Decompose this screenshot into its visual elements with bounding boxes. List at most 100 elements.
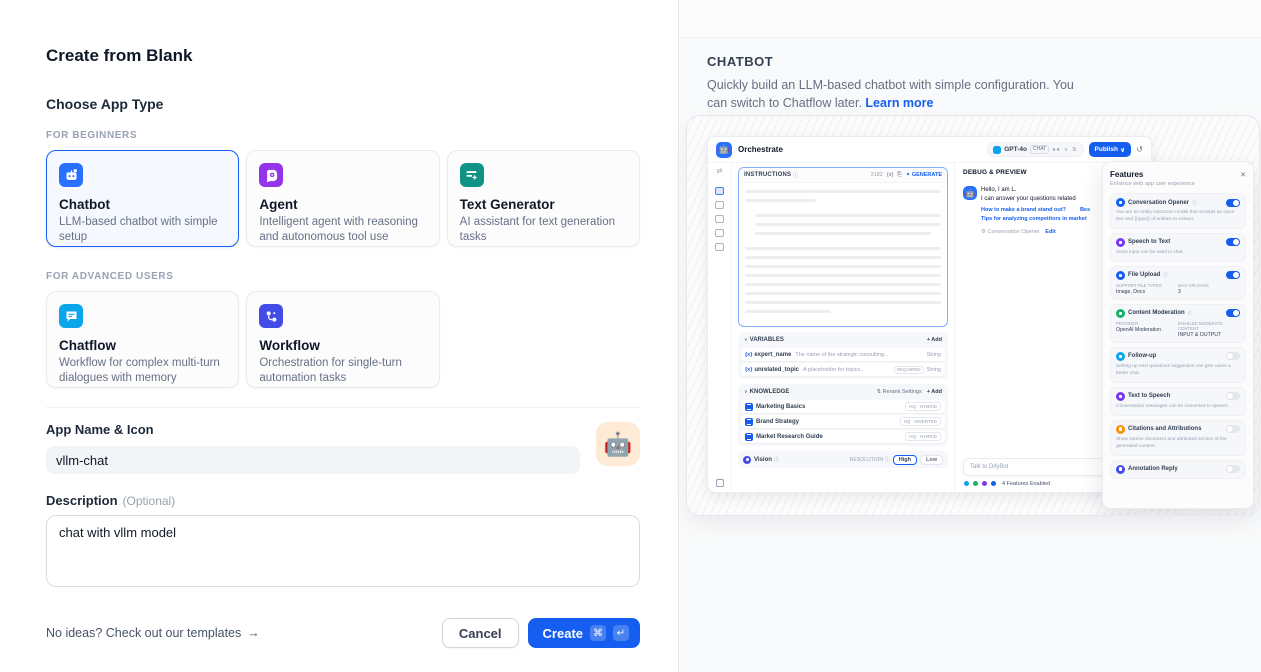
app-name-input[interactable] xyxy=(46,446,580,474)
app-type-name: Agent xyxy=(259,197,298,212)
add-variable-button: + Add xyxy=(926,337,942,343)
greeting-line: Hello, I am L. xyxy=(981,187,1017,193)
cancel-button[interactable]: Cancel xyxy=(441,618,519,648)
app-type-card-chatbot[interactable]: Chatbot LLM-based chatbot with simple se… xyxy=(46,150,240,247)
toggle-content-moderation xyxy=(1226,309,1240,318)
logs-nav-icon xyxy=(715,215,724,223)
chat-input: Talk to DifyBot xyxy=(963,458,1143,476)
instructions-panel: INSTRUCTIONS ⓘ 2182 {x} ⎘ ✦ GENERATE xyxy=(738,167,948,327)
choose-app-type-heading: Choose App Type xyxy=(46,96,164,112)
preview-topbar: 🤖 Orchestrate GPT-4o CHAT ●● ∨ ⇅ Publish… xyxy=(708,137,1151,163)
app-type-card-chatflow[interactable]: Chatflow Workflow for complex multi-turn… xyxy=(46,291,240,388)
document-icon xyxy=(745,432,753,441)
app-type-heading: CHATBOT xyxy=(707,54,774,69)
variable-row: {x} expert_name The name of the strategi… xyxy=(741,348,945,361)
description-label: Description xyxy=(46,493,118,508)
swap-icon: ⇄ xyxy=(716,168,723,175)
model-options-icons: ●● xyxy=(1052,146,1061,153)
app-type-card-workflow[interactable]: Workflow Orchestration for single-turn a… xyxy=(246,291,440,388)
feature-item-citations: Citations and Attributions Show source d… xyxy=(1110,419,1246,456)
toggle-speech-to-text xyxy=(1226,238,1240,247)
app-icon-picker[interactable]: 🤖 xyxy=(596,422,640,466)
required-badge: REQUIRED xyxy=(893,365,924,374)
instructions-skeleton xyxy=(739,183,947,326)
edit-link: Edit xyxy=(1045,229,1056,235)
variables-section: ∨ VARIABLES + Add {x} expert_name The na… xyxy=(738,332,948,379)
chevron-down-icon: ∨ xyxy=(1120,146,1126,154)
feature-item-content-moderation: Content Moderation ⓘ PROVIDER OpenAI Mode… xyxy=(1110,303,1246,343)
preview-mini-window: 🤖 Orchestrate GPT-4o CHAT ●● ∨ ⇅ Publish… xyxy=(707,136,1152,493)
app-type-desc: Workflow for complex multi-turn dialogue… xyxy=(59,357,220,384)
conversation-opener-label: Conversation Opener xyxy=(987,229,1040,235)
content-moderation-icon xyxy=(1116,308,1125,318)
app-name-row: App Name & Icon 🤖 xyxy=(46,422,640,474)
resolution-high-button: High xyxy=(892,454,917,465)
app-type-name: Text Generator xyxy=(459,197,555,212)
dialog-footer: No ideas? Check out our templates → Canc… xyxy=(46,618,640,648)
create-button[interactable]: Create ⌘ ↵ xyxy=(527,618,640,648)
app-type-name: Chatbot xyxy=(59,197,110,212)
app-type-desc: Orchestration for single-turn automation… xyxy=(259,357,402,384)
features-enabled-count: 4 Features Enabled xyxy=(1002,480,1051,487)
features-panel: Features ✕ Enhance web app user experien… xyxy=(1102,161,1254,509)
generate-button: ✦ GENERATE xyxy=(905,172,942,178)
greeting-line: I can answer your questions related xyxy=(981,196,1076,202)
app-type-card-text-generator[interactable]: Text Generator AI assistant for text gen… xyxy=(446,150,640,247)
document-icon xyxy=(745,417,753,426)
for-beginners-label: FOR BEGINNERS xyxy=(46,130,138,141)
gear-icon: ⚙ xyxy=(981,229,986,235)
speech-to-text-icon xyxy=(1116,237,1125,247)
toggle-conversation-opener xyxy=(1226,198,1240,207)
document-icon xyxy=(745,402,753,411)
learn-more-link[interactable]: Learn more xyxy=(865,96,934,111)
app-type-name: Chatflow xyxy=(59,338,116,353)
beginner-app-type-cards: Chatbot LLM-based chatbot with simple se… xyxy=(46,150,640,247)
chatbot-preview-image: 🤖 Orchestrate GPT-4o CHAT ●● ∨ ⇅ Publish… xyxy=(686,115,1260,516)
chatbot-icon xyxy=(59,163,83,187)
preview-publish-button: Publish ∨ xyxy=(1088,142,1132,157)
debug-preview-column: DEBUG & PREVIEW 🤖 Hello, I am L. I can a… xyxy=(954,163,1151,492)
app-type-card-agent[interactable]: Agent Intelligent agent with reasoning a… xyxy=(246,150,440,247)
arrow-right-icon: → xyxy=(247,626,260,640)
for-advanced-users-label: FOR ADVANCED USERS xyxy=(46,271,174,282)
feature-item-speech-to-text: Speech to Text Voice input can be used i… xyxy=(1110,232,1246,262)
file-upload-icon xyxy=(1116,270,1125,280)
close-icon: ✕ xyxy=(1240,171,1246,179)
info-icon: ⓘ xyxy=(793,172,799,179)
app-type-desc: AI assistant for text generation tasks xyxy=(459,216,615,243)
enter-key-icon: ↵ xyxy=(613,625,629,641)
feature-dot-moderation xyxy=(972,480,979,487)
vision-icon xyxy=(743,455,751,464)
suggestion-link: How to make a brand stand out? Bes xyxy=(981,207,1091,213)
toggle-text-to-speech xyxy=(1226,392,1240,401)
feature-item-annotation-reply: Annotation Reply xyxy=(1110,459,1246,479)
history-icon: ↺ xyxy=(1136,145,1143,154)
follow-up-icon xyxy=(1116,351,1125,361)
preview-app-title: Orchestrate xyxy=(738,145,783,154)
features-subtitle: Enhance web app user experience xyxy=(1110,181,1195,187)
feature-item-text-to-speech: Text to Speech Conversation messages can… xyxy=(1110,386,1246,416)
info-icon: ⓘ xyxy=(1192,199,1197,205)
rerank-settings-button: ⇅ Rerank Settings xyxy=(876,389,922,395)
citations-icon xyxy=(1116,424,1125,434)
create-from-blank-dialog: Create from Blank Choose App Type FOR BE… xyxy=(46,46,640,648)
feature-dot-opener xyxy=(963,480,970,487)
description-textarea[interactable]: chat with vllm model xyxy=(46,515,640,587)
debug-preview-title: DEBUG & PREVIEW xyxy=(963,169,1027,176)
variable-row: {x} unrelated_topic A placeholder for to… xyxy=(741,363,945,376)
annotation-reply-icon xyxy=(1116,464,1125,474)
toggle-annotation-reply xyxy=(1226,465,1240,474)
app-type-desc: Intelligent agent with reasoning and aut… xyxy=(259,216,418,243)
advanced-app-type-cards: Chatflow Workflow for complex multi-turn… xyxy=(46,291,640,388)
section-divider xyxy=(46,407,640,408)
app-type-desc: LLM-based chatbot with simple setup xyxy=(59,216,218,243)
text-generator-icon xyxy=(459,163,484,187)
feature-item-conversation-opener: Conversation Opener ⓘ You are an entity … xyxy=(1110,193,1246,229)
variable-icon: {x} xyxy=(745,366,753,373)
templates-link[interactable]: No ideas? Check out our templates → xyxy=(46,626,260,640)
app-type-name: Workflow xyxy=(259,338,320,353)
right-panel-top-strip xyxy=(679,0,1261,38)
toggle-citations xyxy=(1226,425,1240,434)
text-to-speech-icon xyxy=(1116,391,1125,401)
info-icon: ⓘ xyxy=(1163,272,1168,278)
